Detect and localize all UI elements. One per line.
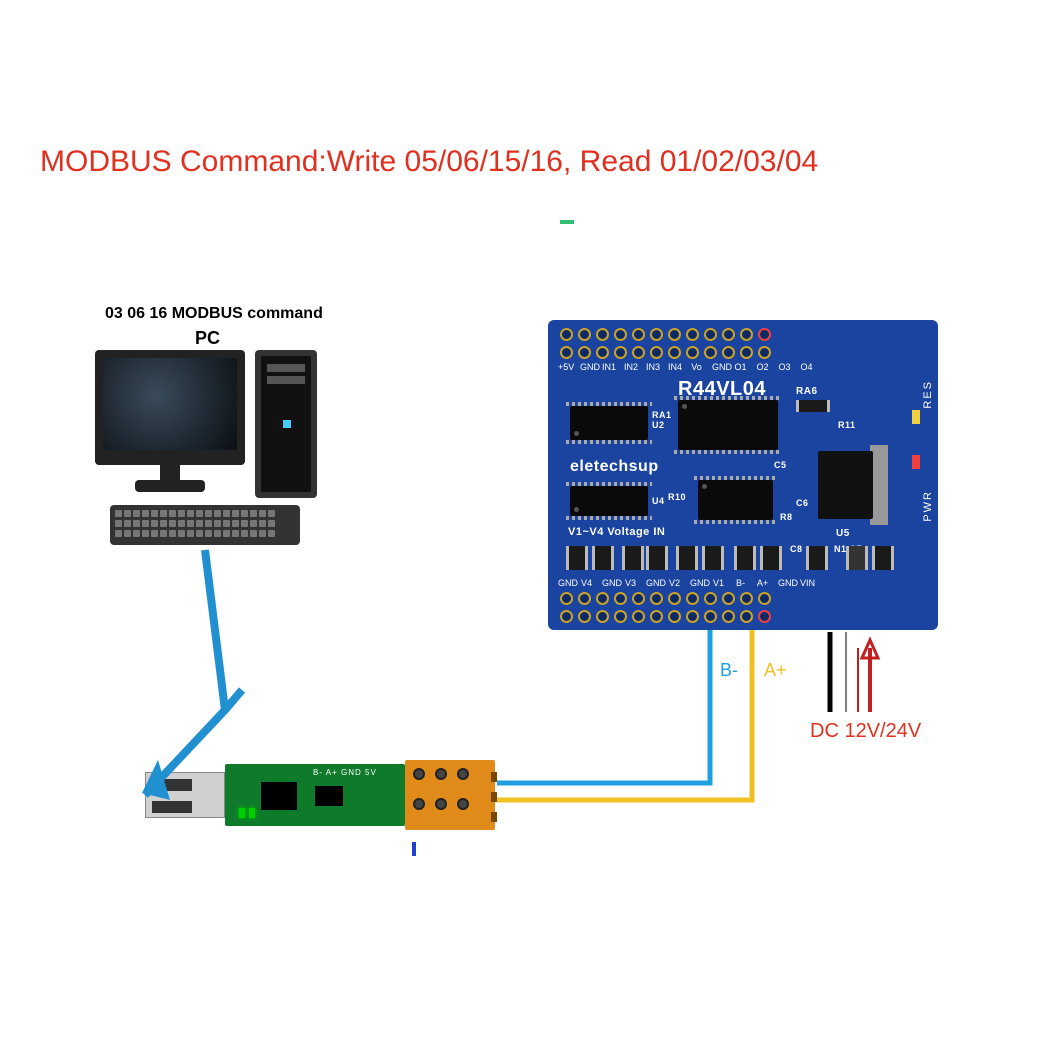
pcb-r8-label: R8 xyxy=(780,512,793,522)
pc-command-header: 03 06 16 MODBUS command xyxy=(105,305,323,323)
pcb-chip-u4 xyxy=(570,486,648,516)
usb-plug xyxy=(145,772,225,818)
pcb-r10-label: R10 xyxy=(668,492,686,502)
pcb-ra6-res xyxy=(798,400,828,412)
pcb-chip-2 xyxy=(698,480,773,520)
pcb-bot-vias-2 xyxy=(560,610,771,623)
pcb-voltage-in-label: V1~V4 Voltage IN xyxy=(568,526,665,538)
smd-10 xyxy=(848,546,866,570)
usb-rs485-dongle: B- A+ GND 5V xyxy=(145,754,495,836)
terminal-block xyxy=(405,760,495,830)
smd-4 xyxy=(648,546,666,570)
pcb-board: +5VGNDIN1IN2IN3IN4VoGNDO1O2O3O4 R44VL04 … xyxy=(548,320,938,630)
pcb-ra6: RA6 xyxy=(796,386,818,397)
pcb-u5-label: U5 xyxy=(836,528,850,539)
smd-9 xyxy=(808,546,826,570)
pcb-brand-label: eletechsup xyxy=(570,458,659,476)
pcb-res-led xyxy=(912,410,920,424)
pcb-chip-main xyxy=(678,400,778,450)
smd-5 xyxy=(678,546,696,570)
smd-2 xyxy=(594,546,612,570)
pcb-r11-label: R11 xyxy=(838,420,856,430)
page-title: MODBUS Command:Write 05/06/15/16, Read 0… xyxy=(40,145,818,179)
smd-6 xyxy=(704,546,722,570)
pcb-chip-u2 xyxy=(570,406,648,440)
pcb-c8-label: C8 xyxy=(790,544,803,554)
smd-8 xyxy=(762,546,780,570)
pcb-top-vias-2 xyxy=(560,346,771,359)
pc-illustration xyxy=(95,350,345,550)
pcb-top-vias xyxy=(560,328,771,341)
smd-11 xyxy=(874,546,892,570)
pc-label: PC xyxy=(195,328,220,349)
pcb-pwr-led xyxy=(912,455,920,469)
pcb-pwr-label: PWR xyxy=(922,490,934,522)
pcb-bot-pin-labels: GNDV4GNDV3GNDV2GNDV1B-A+GNDVIN xyxy=(558,578,813,588)
pcb-c6-label: C6 xyxy=(796,498,809,508)
label-b-minus: B- xyxy=(720,660,738,681)
dongle-pcb: B- A+ GND 5V xyxy=(225,764,405,826)
pcb-bot-vias xyxy=(560,592,771,605)
pcb-res-label: RES xyxy=(922,380,934,409)
label-a-plus: A+ xyxy=(764,660,787,681)
smd-1 xyxy=(568,546,586,570)
dongle-pin-labels: B- A+ GND 5V xyxy=(313,768,377,777)
pcb-u2-label: U2 xyxy=(652,420,665,430)
label-power: DC 12V/24V xyxy=(810,720,921,743)
pcb-c5-label: C5 xyxy=(774,460,787,470)
pcb-ra1-label: RA1 xyxy=(652,410,672,420)
pcb-u4-label: U4 xyxy=(652,496,665,506)
smd-7 xyxy=(736,546,754,570)
pcb-top-pin-labels: +5VGNDIN1IN2IN3IN4VoGNDO1O2O3O4 xyxy=(558,362,813,372)
smd-3 xyxy=(624,546,642,570)
pcb-regulator xyxy=(818,445,888,525)
